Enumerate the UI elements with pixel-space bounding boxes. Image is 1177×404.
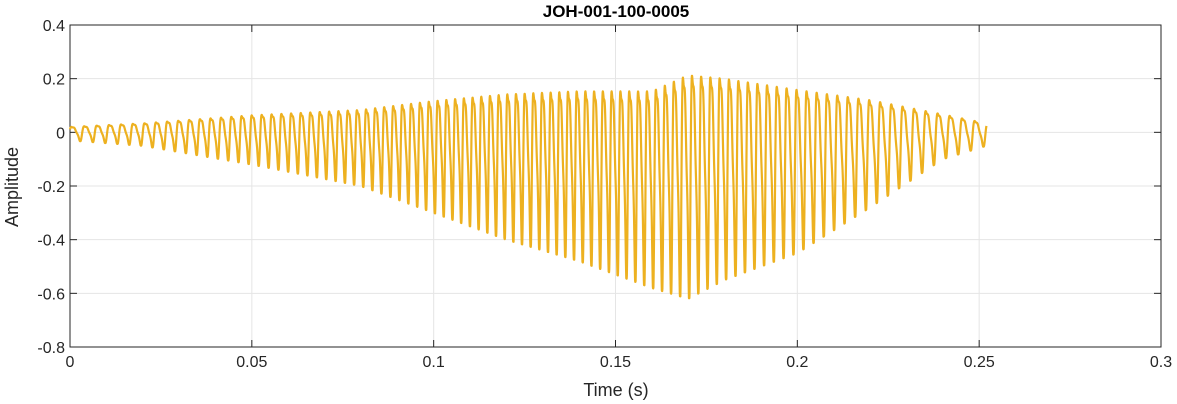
y-tick-label: -0.2: [37, 179, 65, 196]
x-tick-label: 0.2: [786, 354, 808, 371]
y-axis: -0.8 -0.6 -0.4 -0.2 0 0.2 0.4: [37, 18, 1161, 357]
x-tick-label: 0.05: [236, 354, 267, 371]
y-tick-label: -0.8: [37, 340, 65, 357]
y-tick-label: -0.6: [37, 286, 65, 303]
y-tick-label: -0.4: [37, 233, 65, 250]
x-tick-label: 0: [66, 354, 75, 371]
x-axis-label: Time (s): [583, 380, 648, 400]
series-line: [68, 74, 988, 300]
x-axis: 0 0.05 0.1 0.15 0.2 0.25 0.3: [66, 25, 1172, 371]
y-tick-label: 0.2: [43, 72, 65, 89]
x-tick-label: 0.3: [1150, 354, 1172, 371]
y-axis-label: Amplitude: [2, 147, 22, 227]
x-tick-label: 0.25: [964, 354, 995, 371]
y-tick-label: 0: [56, 125, 65, 142]
x-tick-label: 0.1: [423, 354, 445, 371]
x-tick-label: 0.15: [600, 354, 631, 371]
y-tick-label: 0.4: [43, 18, 65, 35]
chart-title: JOH-001-100-0005: [543, 2, 689, 21]
